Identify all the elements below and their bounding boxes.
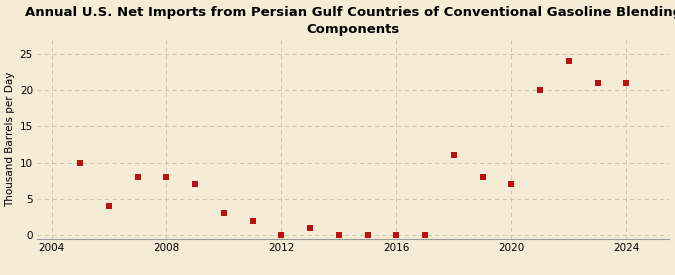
Point [564, 59, 574, 64]
Point [75, 161, 86, 165]
Point [103, 204, 114, 208]
Point [477, 175, 488, 179]
Point [276, 233, 287, 237]
Y-axis label: Thousand Barrels per Day: Thousand Barrels per Day [5, 72, 16, 207]
Point [161, 175, 172, 179]
Point [506, 182, 517, 187]
Point [592, 81, 603, 85]
Title: Annual U.S. Net Imports from Persian Gulf Countries of Conventional Gasoline Ble: Annual U.S. Net Imports from Persian Gul… [25, 6, 675, 35]
Point [420, 233, 431, 237]
Point [535, 88, 545, 92]
Point [247, 218, 258, 223]
Point [219, 211, 230, 216]
Point [132, 175, 143, 179]
Point [391, 233, 402, 237]
Point [333, 233, 344, 237]
Point [621, 81, 632, 85]
Point [448, 153, 459, 158]
Point [190, 182, 200, 187]
Point [362, 233, 373, 237]
Point [305, 226, 316, 230]
